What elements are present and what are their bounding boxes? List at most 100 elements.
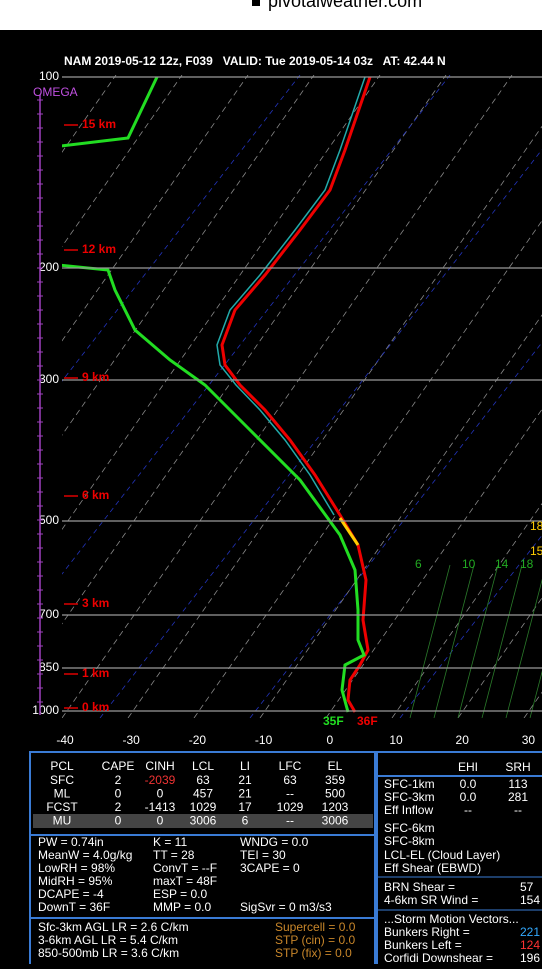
skew-lines	[0, 75, 542, 718]
hodo-label: 18	[520, 557, 534, 571]
omega-trace	[62, 76, 159, 148]
temp-label: -40	[56, 733, 74, 747]
kin-cell: 0.0	[460, 777, 477, 791]
table-cell: SFC	[50, 773, 74, 787]
shear: 154	[520, 893, 540, 907]
table-cell: 63	[196, 773, 210, 787]
hodo-label: 14	[495, 557, 509, 571]
pressure-label: 1000	[32, 703, 59, 717]
table-cell: 500	[325, 787, 345, 801]
hodo-line	[481, 564, 523, 718]
isotherm	[391, 502, 542, 718]
shear: BRN Shear =	[384, 880, 455, 894]
surface-dewpoint: 35F	[323, 714, 344, 728]
isotherm	[62, 75, 315, 436]
lapse-rate: STP (fix) = 0.0	[275, 946, 352, 960]
table-header: LFC	[279, 759, 302, 773]
temperature-trace	[220, 76, 372, 713]
hodo-line	[457, 564, 499, 718]
height-label: 9 km	[82, 370, 109, 384]
lapse-rate: 3-6km AGL LR = 5.4 C/km	[38, 933, 178, 947]
table-cell: 17	[238, 800, 252, 814]
mixing-line	[62, 75, 301, 382]
pressure-label: 500	[39, 513, 59, 527]
hodo-label: 10	[462, 557, 476, 571]
table-cell: 0	[157, 787, 164, 801]
lapse-rate: 850-500mb LR = 3.6 C/km	[38, 946, 179, 960]
lapse-rate: Supercell = 0.0	[275, 920, 356, 934]
height-label: 0 km	[82, 700, 109, 714]
right-label: 18	[530, 519, 542, 533]
kin-cell: SFC-8km	[384, 834, 435, 848]
kin-cell: SFC-1km	[384, 777, 435, 791]
storm-motion: 221	[520, 925, 540, 939]
kin-cell: --	[514, 803, 522, 817]
index: MMP = 0.0	[153, 900, 211, 914]
right-label: 15	[530, 544, 542, 558]
height-label: 15 km	[82, 117, 116, 131]
index: MidRH = 95%	[38, 874, 113, 888]
site: pivotalweather.com	[268, 0, 422, 11]
index: SigSvr = 0 m3/s3	[240, 900, 332, 914]
shear: 57	[520, 880, 534, 894]
table-cell: 1029	[190, 800, 217, 814]
index: maxT = 48F	[153, 874, 217, 888]
mixing-line	[249, 341, 542, 718]
isotherm	[259, 314, 542, 718]
storm-title: ...Storm Motion Vectors...	[384, 912, 519, 926]
index: K = 11	[153, 835, 187, 849]
storm-motion: 124	[520, 938, 540, 952]
table-cell: 0	[115, 814, 122, 828]
table-cell: 2	[115, 773, 122, 787]
index: LowRH = 98%	[38, 861, 115, 875]
kin-cell: 281	[508, 790, 528, 804]
table-cell: 0	[157, 814, 164, 828]
storm-motion: Corfidi Downshear =	[384, 951, 493, 964]
hodo-label: 6	[415, 557, 422, 571]
surface-temp: 36F	[357, 714, 378, 728]
table-cell: --	[286, 814, 294, 828]
table-cell: -2039	[145, 773, 176, 787]
table-cell: 6	[242, 814, 249, 828]
table-header: EL	[328, 759, 343, 773]
pressure-label: 300	[39, 372, 59, 386]
index: TT = 28	[153, 848, 195, 862]
table-cell: 1203	[322, 800, 349, 814]
height-label: 1 km	[82, 666, 109, 680]
isotherm	[193, 220, 542, 718]
index: TEI = 30	[240, 848, 286, 862]
hodo-line	[433, 564, 475, 718]
header: NAM 2019-05-12 12z, F039 VALID: Tue 2019…	[64, 54, 446, 68]
isotherm	[62, 75, 447, 625]
height-label: 6 km	[82, 488, 109, 502]
table-header: LI	[240, 759, 250, 773]
isotherm	[62, 75, 513, 718]
table-header: CINH	[145, 759, 174, 773]
storm-motion: Bunkers Left =	[384, 938, 462, 952]
table-cell: 0	[115, 787, 122, 801]
lapse-rate: Sfc-3km AGL LR = 2.6 C/km	[38, 920, 189, 934]
temp-label: 0	[326, 733, 333, 747]
table-cell: 2	[115, 800, 122, 814]
table-cell: 1029	[277, 800, 304, 814]
isotherm	[127, 125, 542, 718]
kin-header: SRH	[505, 760, 530, 774]
index: ConvT = --F	[153, 861, 217, 875]
mixing-line	[99, 148, 542, 718]
isotherm	[325, 408, 542, 718]
plot-area	[62, 75, 542, 718]
table-cell: 3006	[322, 814, 349, 828]
table-cell: -1413	[145, 800, 176, 814]
index: ESP = 0.0	[153, 887, 207, 901]
temp-label: -10	[255, 733, 273, 747]
kin-cell: SFC-3km	[384, 790, 435, 804]
kin-cell: --	[464, 803, 472, 817]
table-header: CAPE	[102, 759, 135, 773]
table-cell: 21	[238, 787, 252, 801]
kin-cell: LCL-EL (Cloud Layer)	[384, 848, 500, 862]
temp-label: 20	[456, 733, 470, 747]
isotherm	[0, 75, 50, 718]
kin-cell: SFC-6km	[384, 821, 435, 835]
